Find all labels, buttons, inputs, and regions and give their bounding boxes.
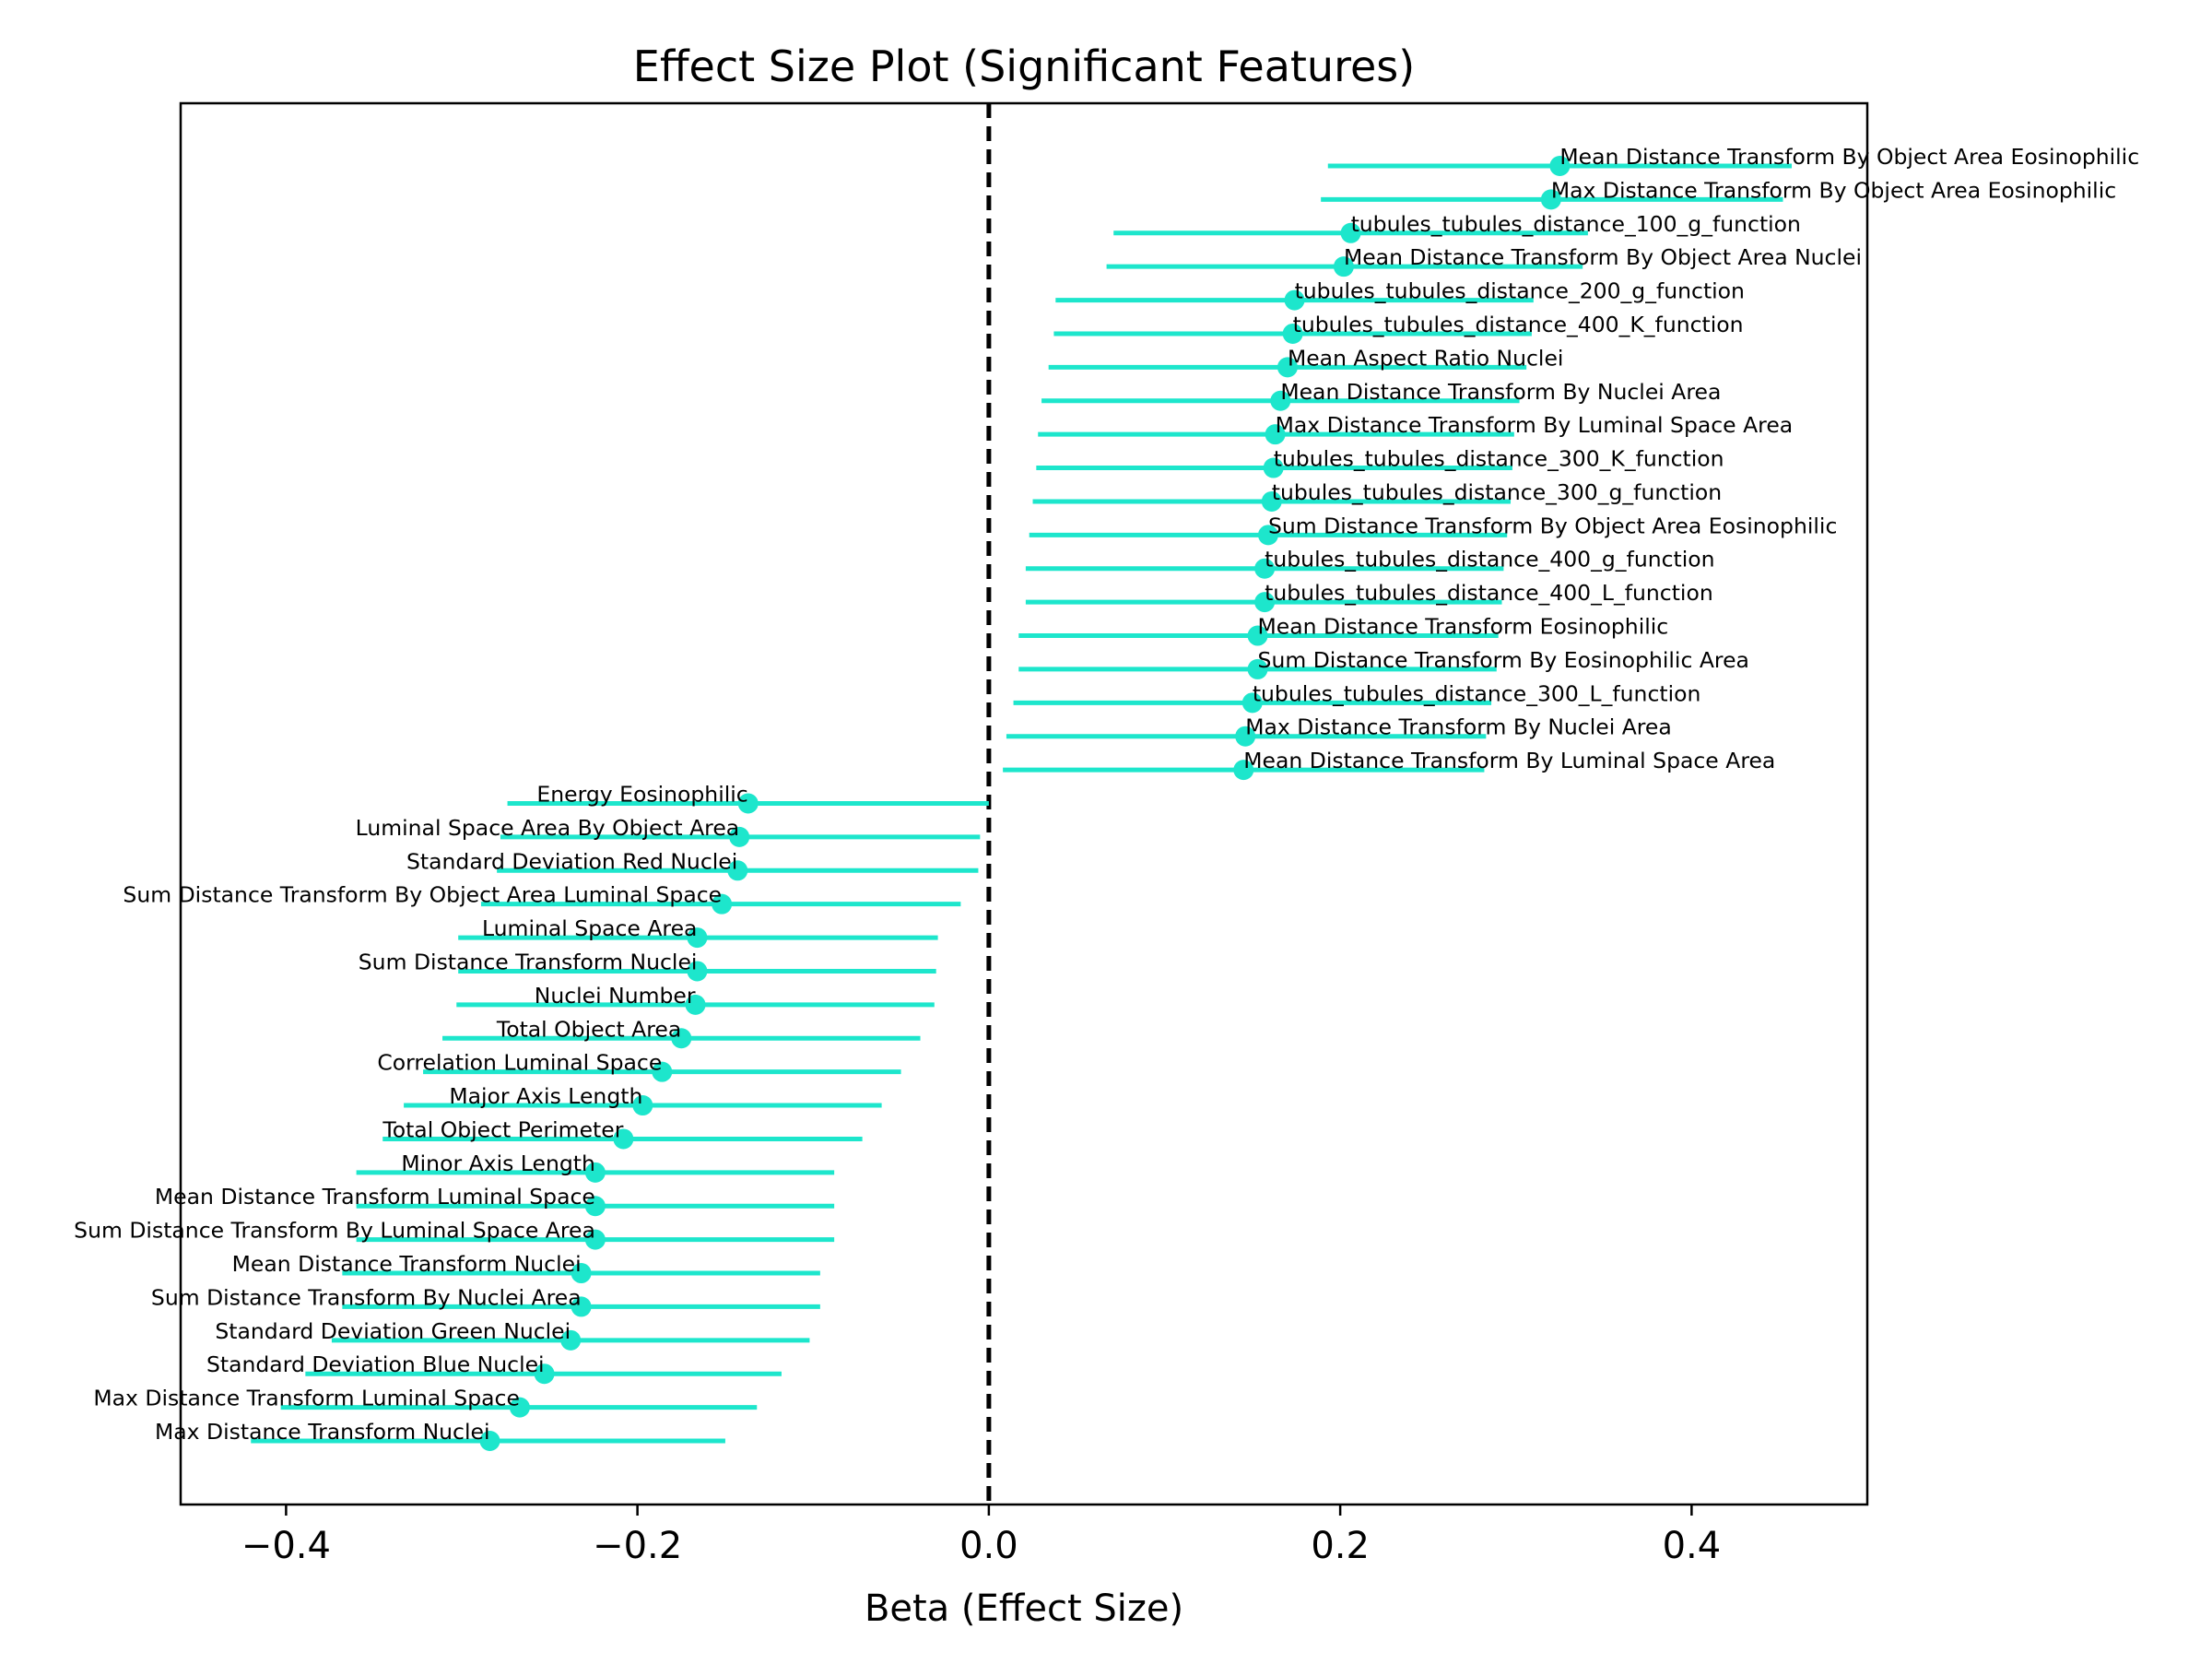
effect-point bbox=[1549, 156, 1571, 176]
effect-point bbox=[1241, 692, 1263, 714]
feature-label: Luminal Space Area By Object Area bbox=[356, 815, 740, 841]
feature-label: Total Object Area bbox=[496, 1016, 681, 1042]
feature-label: Standard Deviation Blue Nuclei bbox=[206, 1351, 545, 1377]
feature-label: Sum Distance Transform Nuclei bbox=[359, 949, 698, 974]
effect-point bbox=[613, 1128, 634, 1150]
effect-point bbox=[671, 1028, 692, 1049]
feature-label: Mean Distance Transform Eosinophilic bbox=[1258, 614, 1669, 640]
effect-point bbox=[571, 1296, 592, 1317]
x-tick-label: 0.0 bbox=[959, 1525, 1018, 1567]
effect-point bbox=[727, 860, 748, 881]
feature-label: Mean Distance Transform By Object Area E… bbox=[1559, 144, 2139, 170]
feature-label: Minor Axis Length bbox=[401, 1151, 595, 1176]
chart-title: Effect Size Plot (Significant Features) bbox=[633, 41, 1415, 91]
x-axis-label: Beta (Effect Size) bbox=[865, 1587, 1183, 1630]
effect-point bbox=[632, 1095, 653, 1116]
effect-point bbox=[1540, 189, 1561, 210]
feature-label: Max Distance Transform Luminal Space bbox=[93, 1386, 520, 1411]
effect-point bbox=[687, 961, 708, 982]
feature-label: Max Distance Transform By Luminal Space … bbox=[1276, 412, 1794, 438]
feature-label: Max Distance Transform Nuclei bbox=[155, 1419, 490, 1445]
effect-point bbox=[1235, 726, 1256, 747]
feature-label: Mean Distance Transform By Object Area N… bbox=[1344, 244, 1862, 270]
effect-point bbox=[1247, 658, 1268, 679]
feature-label: Standard Deviation Red Nuclei bbox=[406, 848, 737, 874]
feature-label: Sum Distance Transform By Eosinophilic A… bbox=[1258, 647, 1749, 673]
feature-label: Standard Deviation Green Nuclei bbox=[215, 1318, 571, 1344]
effect-point bbox=[1257, 525, 1278, 546]
effect-point bbox=[584, 1229, 606, 1250]
feature-label: Sum Distance Transform By Luminal Space … bbox=[74, 1218, 595, 1244]
effect-point bbox=[1284, 289, 1305, 311]
effect-point bbox=[1247, 625, 1268, 646]
x-tick-label: 0.2 bbox=[1311, 1525, 1370, 1567]
feature-label: Sum Distance Transform By Nuclei Area bbox=[151, 1284, 582, 1310]
effect-point bbox=[1265, 424, 1286, 445]
feature-label: Max Distance Transform By Object Area Eo… bbox=[1551, 177, 2116, 203]
feature-label: tubules_tubules_distance_200_g_function bbox=[1295, 278, 1745, 304]
feature-label: Sum Distance Transform By Object Area Eo… bbox=[1268, 513, 1837, 538]
feature-label: Mean Distance Transform Nuclei bbox=[232, 1251, 582, 1277]
effect-point bbox=[584, 1162, 606, 1183]
feature-label: Luminal Space Area bbox=[482, 915, 697, 941]
feature-label: Mean Distance Transform By Luminal Space… bbox=[1243, 748, 1775, 773]
feature-label: tubules_tubules_distance_300_L_function bbox=[1253, 680, 1701, 706]
feature-label: Nuclei Number bbox=[535, 983, 696, 1009]
x-tick-label: −0.4 bbox=[241, 1525, 331, 1567]
effect-point bbox=[1340, 222, 1361, 243]
feature-label: tubules_tubules_distance_100_g_function bbox=[1351, 211, 1801, 237]
feature-label: tubules_tubules_distance_300_g_function bbox=[1272, 479, 1722, 505]
effect-point bbox=[1254, 558, 1276, 579]
feature-label: tubules_tubules_distance_400_g_function bbox=[1265, 547, 1714, 572]
effect-point bbox=[1270, 390, 1291, 411]
effect-point bbox=[560, 1329, 582, 1351]
feature-label: Sum Distance Transform By Object Area Lu… bbox=[123, 882, 722, 908]
effect-point bbox=[1254, 592, 1276, 613]
feature-label: Major Axis Length bbox=[449, 1083, 642, 1109]
effect-point bbox=[1233, 760, 1254, 781]
effect-point bbox=[571, 1263, 592, 1284]
effect-point bbox=[1261, 490, 1282, 512]
feature-label: tubules_tubules_distance_400_K_function bbox=[1293, 312, 1744, 337]
feature-label: tubules_tubules_distance_400_L_function bbox=[1265, 580, 1713, 606]
x-tick-label: 0.4 bbox=[1663, 1525, 1722, 1567]
axes-frame bbox=[179, 101, 1869, 1506]
effect-point bbox=[685, 994, 706, 1015]
feature-label: Mean Distance Transform Luminal Space bbox=[155, 1184, 595, 1210]
effect-point bbox=[1282, 323, 1303, 344]
effect-point bbox=[1263, 457, 1284, 478]
feature-label: Max Distance Transform By Nuclei Area bbox=[1245, 714, 1672, 740]
effect-point bbox=[729, 826, 750, 847]
effect-point bbox=[479, 1431, 500, 1451]
effect-point bbox=[652, 1061, 673, 1082]
feature-label: Mean Distance Transform By Nuclei Area bbox=[1280, 379, 1721, 405]
feature-label: Correlation Luminal Space bbox=[377, 1050, 662, 1076]
effect-point bbox=[509, 1397, 530, 1418]
effect-point bbox=[737, 793, 759, 814]
x-tick-label: −0.2 bbox=[593, 1525, 682, 1567]
feature-label: Energy Eosinophilic bbox=[536, 782, 747, 808]
effect-point bbox=[584, 1196, 606, 1217]
effect-point bbox=[687, 927, 708, 949]
plot-area: Mean Distance Transform By Object Area E… bbox=[74, 101, 2139, 1567]
feature-label: Mean Aspect Ratio Nuclei bbox=[1288, 345, 1564, 371]
effect-point bbox=[1333, 256, 1354, 277]
feature-label: tubules_tubules_distance_300_K_function bbox=[1274, 446, 1724, 472]
feature-label: Total Object Perimeter bbox=[382, 1116, 623, 1142]
effect-point bbox=[712, 893, 733, 915]
effect-point bbox=[534, 1363, 555, 1385]
effect-point bbox=[1277, 357, 1298, 378]
